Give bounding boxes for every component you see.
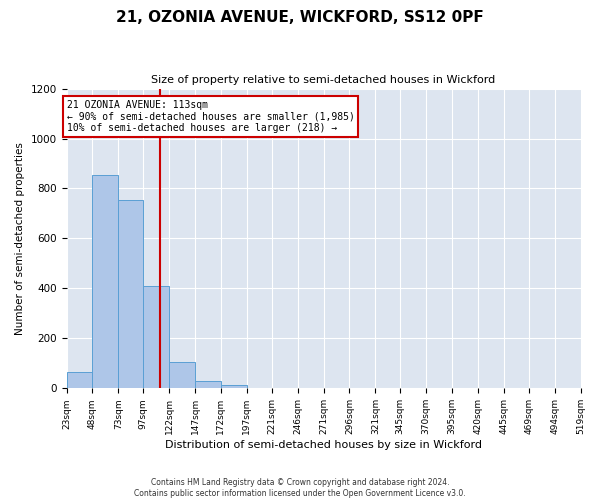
Text: 21, OZONIA AVENUE, WICKFORD, SS12 0PF: 21, OZONIA AVENUE, WICKFORD, SS12 0PF xyxy=(116,10,484,25)
Bar xyxy=(143,286,169,388)
Bar xyxy=(221,386,247,388)
Y-axis label: Number of semi-detached properties: Number of semi-detached properties xyxy=(15,142,25,335)
Text: Contains HM Land Registry data © Crown copyright and database right 2024.
Contai: Contains HM Land Registry data © Crown c… xyxy=(134,478,466,498)
Text: 21 OZONIA AVENUE: 113sqm
← 90% of semi-detached houses are smaller (1,985)
10% o: 21 OZONIA AVENUE: 113sqm ← 90% of semi-d… xyxy=(67,100,355,133)
Bar xyxy=(169,362,195,388)
Bar xyxy=(92,174,118,388)
Bar xyxy=(67,372,92,388)
Title: Size of property relative to semi-detached houses in Wickford: Size of property relative to semi-detach… xyxy=(151,75,496,85)
X-axis label: Distribution of semi-detached houses by size in Wickford: Distribution of semi-detached houses by … xyxy=(165,440,482,450)
Bar xyxy=(118,200,143,388)
Bar xyxy=(195,381,221,388)
